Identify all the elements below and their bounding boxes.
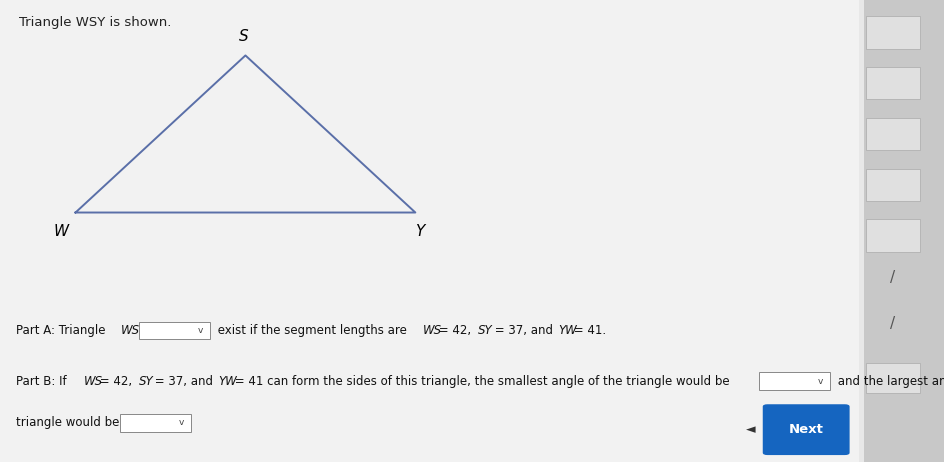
Text: = 37, and: = 37, and (491, 324, 556, 337)
FancyBboxPatch shape (121, 414, 192, 432)
Text: Part A: Triangle: Part A: Triangle (16, 324, 110, 337)
FancyBboxPatch shape (866, 118, 920, 150)
Text: /: / (889, 316, 895, 331)
Text: = 37, and: = 37, and (151, 375, 217, 388)
Text: Part B: If: Part B: If (16, 375, 71, 388)
Text: and the largest angle of the: and the largest angle of the (834, 375, 944, 388)
FancyBboxPatch shape (759, 372, 830, 390)
Text: W: W (54, 224, 69, 238)
Text: = 42,: = 42, (96, 375, 136, 388)
Text: /: / (889, 270, 895, 285)
FancyBboxPatch shape (866, 67, 920, 99)
Text: YW: YW (558, 324, 577, 337)
Text: exist if the segment lengths are: exist if the segment lengths are (214, 324, 411, 337)
Text: = 41 can form the sides of this triangle, the smallest angle of the triangle wou: = 41 can form the sides of this triangle… (231, 375, 730, 388)
Text: SY: SY (479, 324, 493, 337)
Text: YW: YW (219, 375, 237, 388)
Text: WS: WS (84, 375, 103, 388)
FancyBboxPatch shape (139, 322, 210, 339)
Text: v: v (197, 326, 203, 335)
Text: = 41.: = 41. (570, 324, 607, 337)
FancyBboxPatch shape (866, 363, 920, 393)
FancyBboxPatch shape (866, 169, 920, 201)
FancyBboxPatch shape (866, 16, 920, 49)
Text: Next: Next (789, 423, 823, 436)
Text: Y: Y (415, 224, 425, 238)
Text: triangle would be: triangle would be (16, 416, 120, 429)
Text: SY: SY (139, 375, 154, 388)
Text: S: S (239, 30, 248, 44)
Text: = 42,: = 42, (435, 324, 475, 337)
Bar (864, 0, 944, 462)
Text: ◄: ◄ (746, 423, 755, 436)
Text: Triangle WSY is shown.: Triangle WSY is shown. (19, 16, 171, 29)
Text: v: v (179, 418, 184, 427)
Text: v: v (818, 377, 823, 386)
FancyBboxPatch shape (866, 219, 920, 252)
Text: WS: WS (423, 324, 442, 337)
FancyBboxPatch shape (763, 404, 850, 455)
Text: WSY: WSY (121, 324, 146, 337)
